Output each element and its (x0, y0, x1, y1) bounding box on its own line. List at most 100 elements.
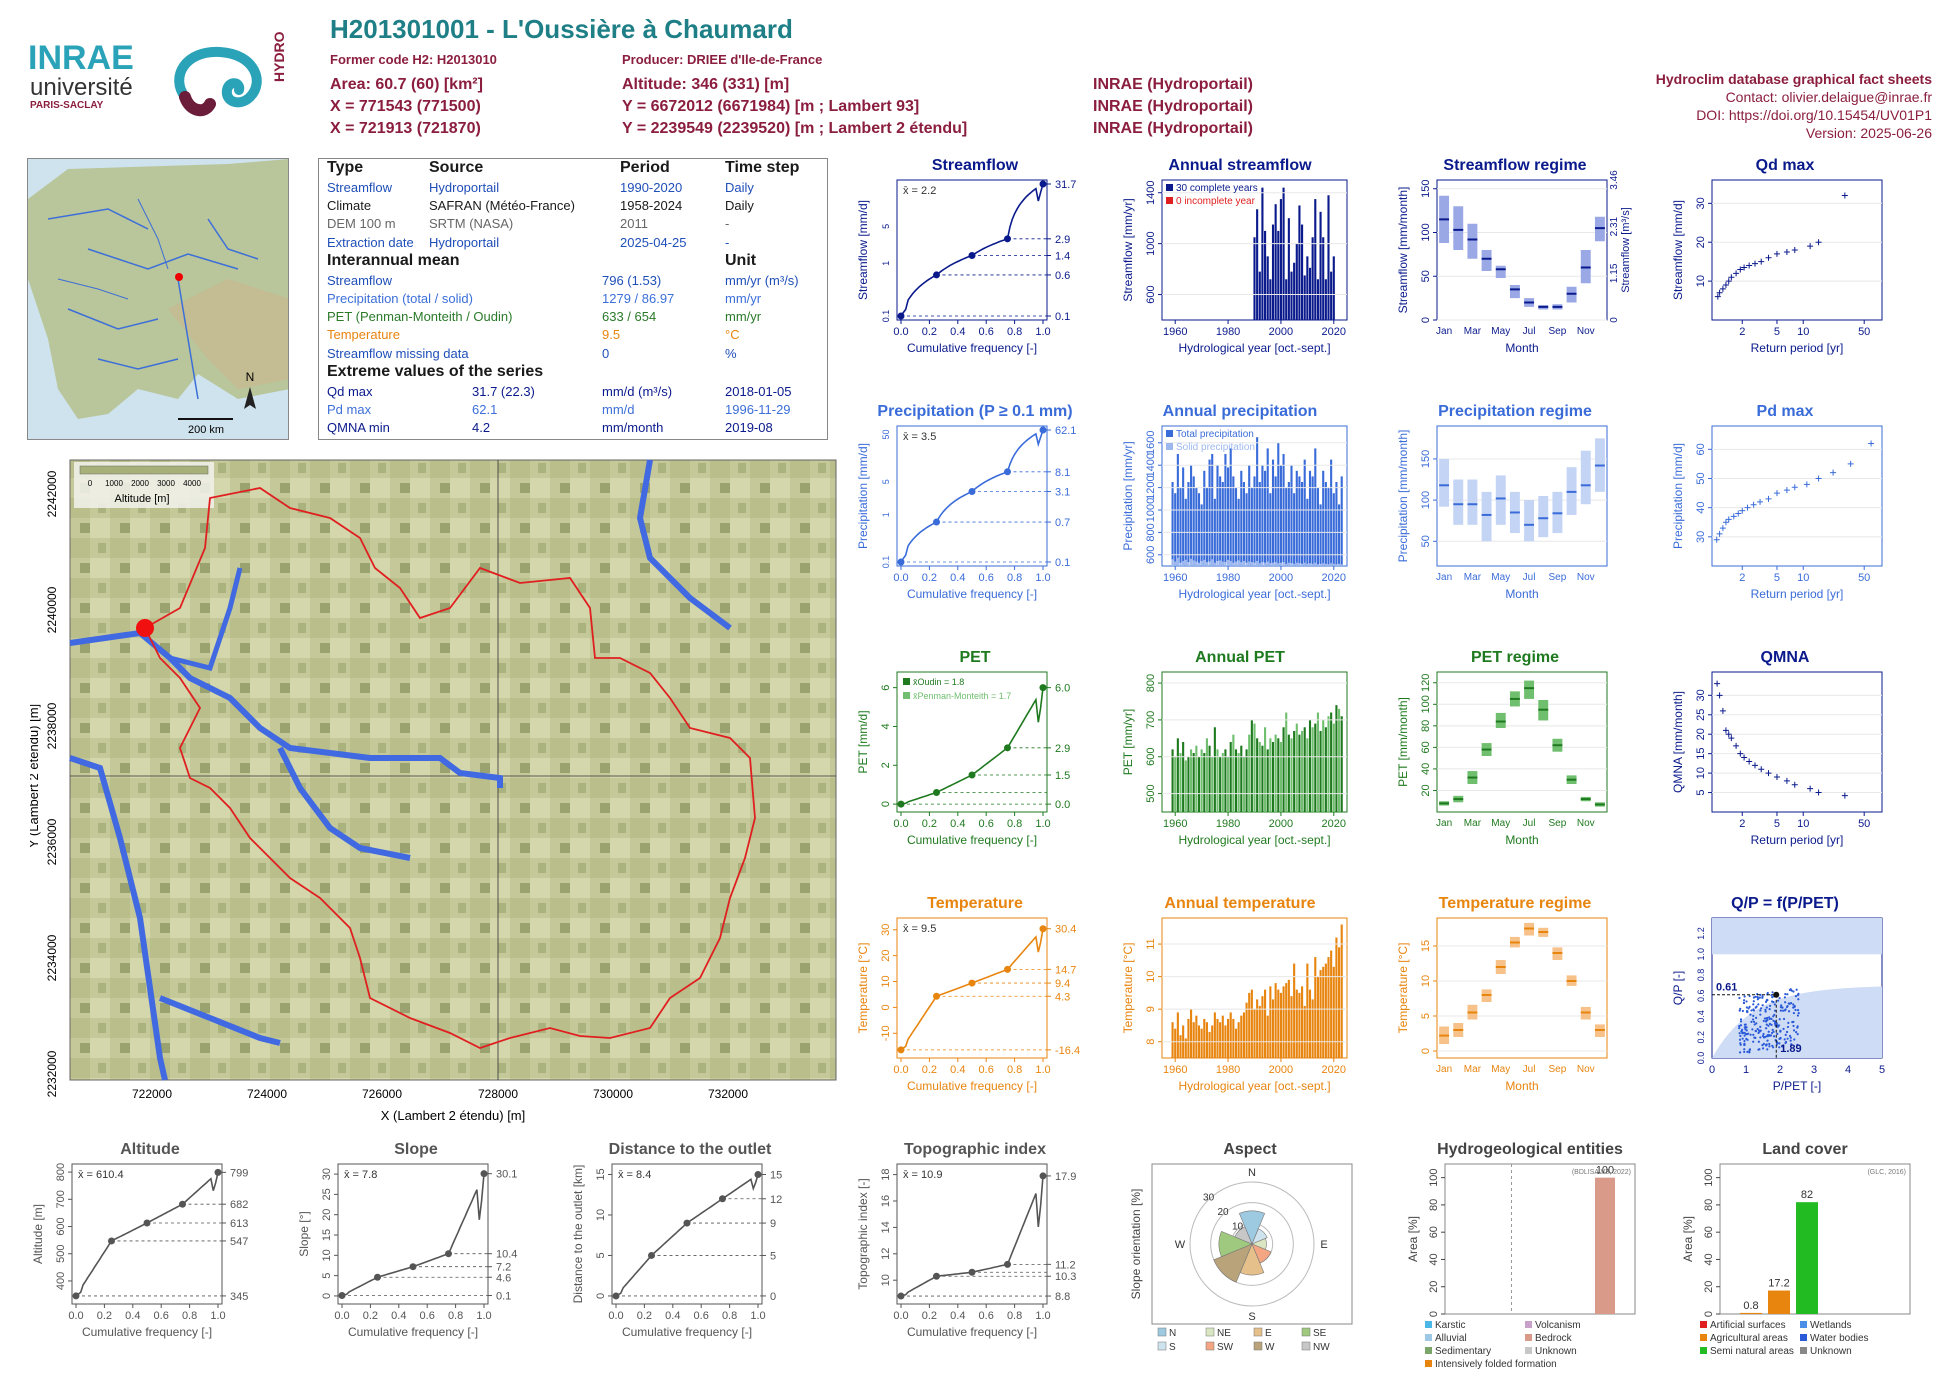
y-tick-label: 1400 (1145, 453, 1157, 477)
scatter-point (1763, 1036, 1766, 1039)
x-tick-label: Nov (1577, 572, 1595, 583)
chart-title: Precipitation (P ≥ 0.1 mm) (877, 403, 1072, 420)
chart-title: Annual streamflow (1168, 157, 1312, 174)
chart-title: Annual temperature (1164, 895, 1315, 912)
solid-bar (1187, 562, 1190, 566)
overview-map: N 200 km (27, 158, 289, 440)
annual-bar (1301, 730, 1304, 812)
return-period-point (1765, 254, 1772, 261)
scatter-point (1754, 1030, 1758, 1033)
return-period-point (1739, 507, 1746, 514)
right-tick-label: 8.8 (1055, 1291, 1070, 1303)
x-tick-label: 0.6 (154, 1310, 169, 1322)
right-tick-label: 30.4 (1055, 924, 1076, 936)
x-tick-label: 0.4 (950, 572, 965, 584)
x-tick-label: 0.0 (893, 572, 908, 584)
solid-bar (1261, 562, 1264, 566)
annual-bar (1187, 756, 1190, 812)
annual-bar (1256, 999, 1259, 1058)
y-tick-label: -10 (880, 1025, 892, 1041)
plot-frame (1436, 425, 1608, 567)
x-tick-label: 0.8 (1007, 1064, 1022, 1076)
return-period-point (1758, 258, 1765, 265)
legend-label: S (1169, 1342, 1176, 1353)
cdf-point (933, 1272, 940, 1280)
version: Version: 2025-06-26 (1805, 125, 1932, 141)
annual-bar (1327, 957, 1330, 1058)
right-tick-label: 1.5 (1055, 770, 1070, 782)
cdf-point (933, 518, 940, 526)
x-axis-label: Cumulative frequency [-] (907, 1325, 1037, 1339)
annual-bar (1316, 279, 1319, 320)
y2-tick-label: 3.46 (1609, 170, 1620, 190)
scatter-point (1743, 1048, 1746, 1051)
y-tick-label: 10 (595, 1209, 607, 1221)
mean-label: x̄ = 8.4 (618, 1169, 651, 1181)
area: Area: 60.7 (60) [km²] (330, 76, 483, 93)
annual-bar (1314, 957, 1317, 1058)
scatter-point (1776, 1024, 1780, 1027)
annual-bar (1242, 1012, 1245, 1058)
table-row: Streamflow missing data 0 % (327, 345, 819, 363)
annual-bar (1219, 756, 1222, 812)
compass-label: S (1248, 1311, 1255, 1323)
solid-bar (1314, 562, 1317, 566)
solid-bar (1279, 562, 1282, 566)
catchment-map: Altitude [m] 0 1000 2000 3000 4000 72200… (26, 458, 840, 1126)
y-tick-label: 80 (1703, 1199, 1715, 1211)
y-lambert93: Y = 6672012 (6671984) [m ; Lambert 93] (622, 98, 920, 115)
annual-bar (1258, 271, 1261, 320)
land-cover-panel: Land cover 0 20 40 60 80 100 (GLC, 2016) 0.8 17.2… (1680, 1138, 1930, 1388)
slope-cdf-chart: Slope 30.1 10.47.24.6 0.1 0.0 0.2 0.4 0.6 0.8 1.0… (297, 1141, 517, 1339)
mean-unit: °C (725, 327, 740, 343)
return-period-point (1725, 516, 1732, 523)
limit-area (1712, 918, 1882, 955)
scatter-point (1779, 1036, 1782, 1040)
legend-label: E (1265, 1328, 1272, 1339)
x-axis-label: Hydrological year [oct.-sept.] (1178, 833, 1330, 847)
solid-bar (1253, 562, 1256, 566)
y-tick-label: 0.0 (1696, 1052, 1706, 1065)
plot-frame (896, 917, 1048, 1059)
solid-bar (1319, 563, 1322, 566)
annual-bar (1269, 986, 1272, 1058)
x-tick-label: 0.8 (1007, 818, 1022, 830)
legend-swatch (1157, 1327, 1167, 1337)
annual-bar (1338, 504, 1341, 566)
scatter-point (1746, 1032, 1749, 1036)
cdf-point (143, 1219, 151, 1227)
y-tick-label: 150 (1420, 450, 1432, 468)
row-step: Daily (725, 180, 754, 195)
annual-bar (1200, 1028, 1203, 1058)
legend-swatch (1301, 1327, 1311, 1337)
scatter-point (1761, 1044, 1764, 1047)
annual-bar (1205, 738, 1208, 812)
scatter-point (1765, 1017, 1768, 1020)
y-tick-label: 4 (880, 723, 892, 729)
scatter-point (1765, 1023, 1768, 1026)
solid-bar (1248, 561, 1251, 566)
y-tick-label: 1 (881, 512, 891, 517)
legend-label: SW (1217, 1342, 1234, 1353)
extreme-header: Extreme values of the series (327, 363, 819, 383)
annual-bar (1282, 187, 1285, 320)
legend-label: SE (1313, 1328, 1327, 1339)
scatter-point (1753, 1023, 1756, 1026)
table-row: Streamflow 796 (1.53) mm/yr (m³/s) (327, 272, 819, 290)
y-tick-label: 700 (1145, 711, 1157, 729)
altitude: Altitude: 346 (331) [m] (622, 76, 790, 93)
annual-bar (1240, 470, 1243, 566)
extreme-date: 2019-08 (725, 420, 773, 436)
scatter-point (1765, 1043, 1768, 1046)
row-source: SRTM (NASA) (429, 216, 514, 232)
y-tick-label: 30 (1695, 197, 1707, 209)
scatter-point (1762, 1032, 1765, 1036)
x-tick-label: 0.8 (182, 1310, 197, 1322)
right-tick-label: 5 (770, 1250, 776, 1262)
annual-bar (1266, 448, 1269, 566)
annual-bar (1174, 1028, 1177, 1058)
x-tick-label: 0.0 (893, 326, 908, 338)
right-tick-label: 17.9 (1055, 1171, 1076, 1183)
annual-bar (1340, 476, 1343, 566)
scatter-point (1757, 997, 1760, 1000)
